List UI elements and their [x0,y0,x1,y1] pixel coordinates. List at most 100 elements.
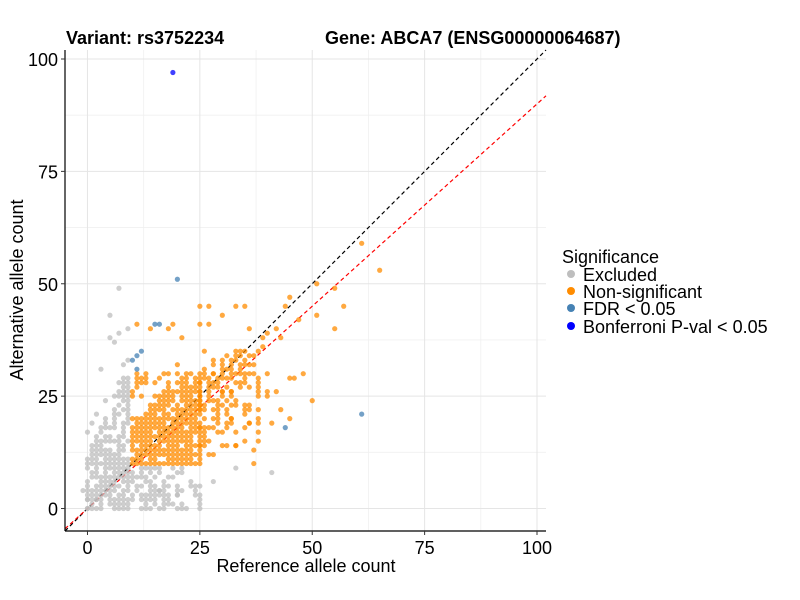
point-excluded [107,465,113,471]
point-non-significant [197,447,203,453]
point-non-significant [165,425,171,431]
point-non-significant [156,451,163,458]
point-non-significant [242,402,248,408]
point-non-significant [197,375,203,381]
point-non-significant [170,429,176,435]
legend-key-fdr [567,304,575,312]
point-excluded [102,478,109,485]
point-non-significant [206,398,212,404]
point-excluded [197,483,203,489]
point-excluded [188,478,194,485]
point-non-significant [174,420,180,426]
point-excluded [147,496,154,503]
point-non-significant [152,433,158,440]
point-excluded [89,447,95,453]
point-non-significant [147,407,154,413]
point-non-significant [183,433,189,440]
point-excluded [165,474,171,480]
point-non-significant [192,420,198,426]
point-fdr-0-05 [134,366,140,372]
point-non-significant [161,402,167,408]
point-non-significant [255,420,261,426]
point-non-significant [246,362,252,368]
point-non-significant [233,380,239,386]
point-non-significant [161,425,167,431]
point-non-significant [165,389,171,395]
point-non-significant [188,371,194,377]
point-excluded [107,451,113,458]
point-excluded [107,474,113,480]
point-non-significant [224,442,230,449]
point-excluded [161,483,167,489]
point-fdr-0-05 [134,353,140,359]
point-excluded [129,478,136,485]
point-non-significant [264,371,270,377]
point-excluded [161,501,167,507]
point-non-significant [170,407,176,413]
point-non-significant [228,366,234,372]
point-excluded [152,483,158,489]
point-excluded [98,501,104,507]
point-non-significant [282,303,288,309]
point-non-significant [143,442,149,449]
point-excluded [93,469,100,476]
point-excluded [129,469,136,476]
point-excluded [93,442,100,449]
legend-title: Significance [562,247,659,267]
point-non-significant [161,398,167,404]
data-points [80,69,383,512]
point-non-significant [201,433,207,440]
point-non-significant [188,407,194,413]
point-non-significant [161,447,167,453]
point-excluded [116,492,122,498]
point-non-significant [129,389,136,395]
legend-key-bonferroni [567,322,575,330]
point-excluded [116,393,122,399]
point-non-significant [237,348,243,354]
point-non-significant [129,393,136,399]
y-tick-label: 75 [38,162,58,182]
point-non-significant [201,438,207,444]
point-excluded [165,501,171,507]
point-excluded [111,483,118,489]
point-non-significant [219,312,225,318]
point-non-significant [197,433,203,440]
point-excluded [210,478,216,485]
point-non-significant [143,416,149,422]
point-non-significant [201,348,207,354]
point-non-significant [179,420,185,426]
point-non-significant [278,407,284,413]
point-excluded [152,474,158,480]
point-non-significant [215,375,221,381]
point-non-significant [143,425,149,431]
point-non-significant [210,384,216,390]
point-non-significant [174,425,180,431]
point-excluded [102,433,109,440]
point-excluded [125,384,131,390]
point-non-significant [359,240,365,246]
point-excluded [84,465,91,471]
point-non-significant [183,442,189,449]
point-non-significant [179,429,185,435]
point-excluded [102,483,109,489]
point-excluded [192,487,198,494]
point-excluded [170,474,176,480]
point-non-significant [192,411,198,417]
point-excluded [156,505,163,512]
point-non-significant [179,438,185,444]
point-non-significant [188,402,194,408]
point-excluded [120,425,127,431]
point-non-significant [197,456,203,462]
point-non-significant [237,362,243,368]
point-non-significant [174,402,180,408]
point-non-significant [129,442,136,449]
point-non-significant [215,384,221,390]
point-excluded [120,456,127,462]
point-excluded [107,425,113,431]
point-excluded [102,465,109,471]
point-excluded [116,389,122,395]
point-non-significant [206,375,212,381]
point-excluded [147,487,154,494]
point-excluded [179,501,185,507]
